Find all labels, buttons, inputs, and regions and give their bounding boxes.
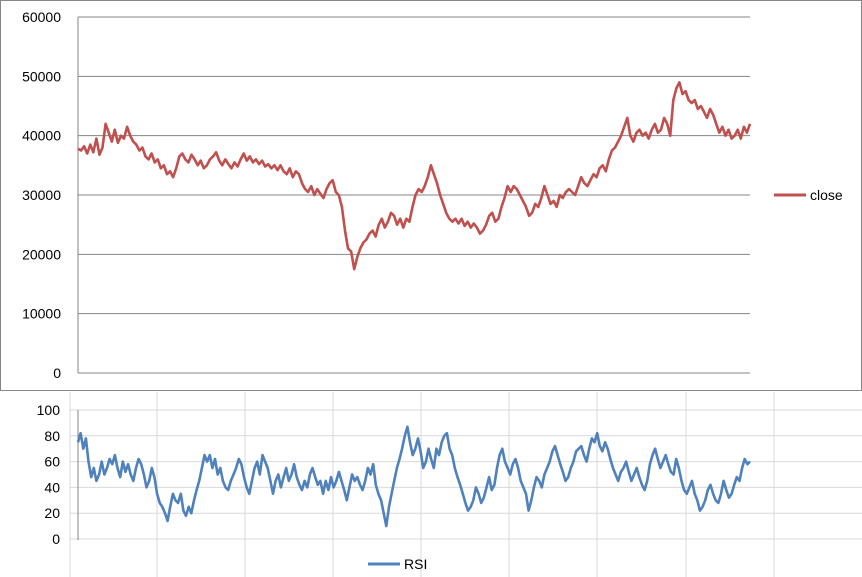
y-tick-label: 10000 [22,306,61,322]
close-gridlines [78,16,750,374]
rsi-series-group [76,425,751,528]
rsi-vertical-gridlines [69,392,775,577]
rsi-legend: RSI [368,556,427,572]
y-tick-label: 30000 [22,187,61,203]
y-tick-label: 80 [44,428,60,444]
y-tick-label: 40 [44,479,60,495]
rsi-chart: 0 20 40 60 80 100 RSI [37,392,862,577]
legend-label-rsi: RSI [404,556,427,572]
y-tick-label: 0 [53,365,61,381]
y-tick-label: 60 [44,454,60,470]
rsi-gridlines [70,409,862,540]
legend-label-close: close [810,187,843,203]
series-line-close [77,81,752,271]
y-tick-label: 40000 [22,128,61,144]
y-tick-label: 20000 [22,246,61,262]
y-tick-label: 20 [44,505,60,521]
close-price-chart: 0 10000 20000 30000 40000 50000 60000 close [0,0,862,391]
y-tick-label: 50000 [22,68,61,84]
y-tick-label: 60000 [22,9,61,25]
y-tick-label: 0 [52,531,60,547]
close-series-group [77,81,752,271]
close-legend: close [774,187,843,203]
series-line-rsi [76,425,751,528]
rsi-y-tick-labels: 0 20 40 60 80 100 [37,402,61,547]
close-y-tick-labels: 0 10000 20000 30000 40000 50000 60000 [22,9,61,381]
y-tick-label: 100 [37,402,61,418]
